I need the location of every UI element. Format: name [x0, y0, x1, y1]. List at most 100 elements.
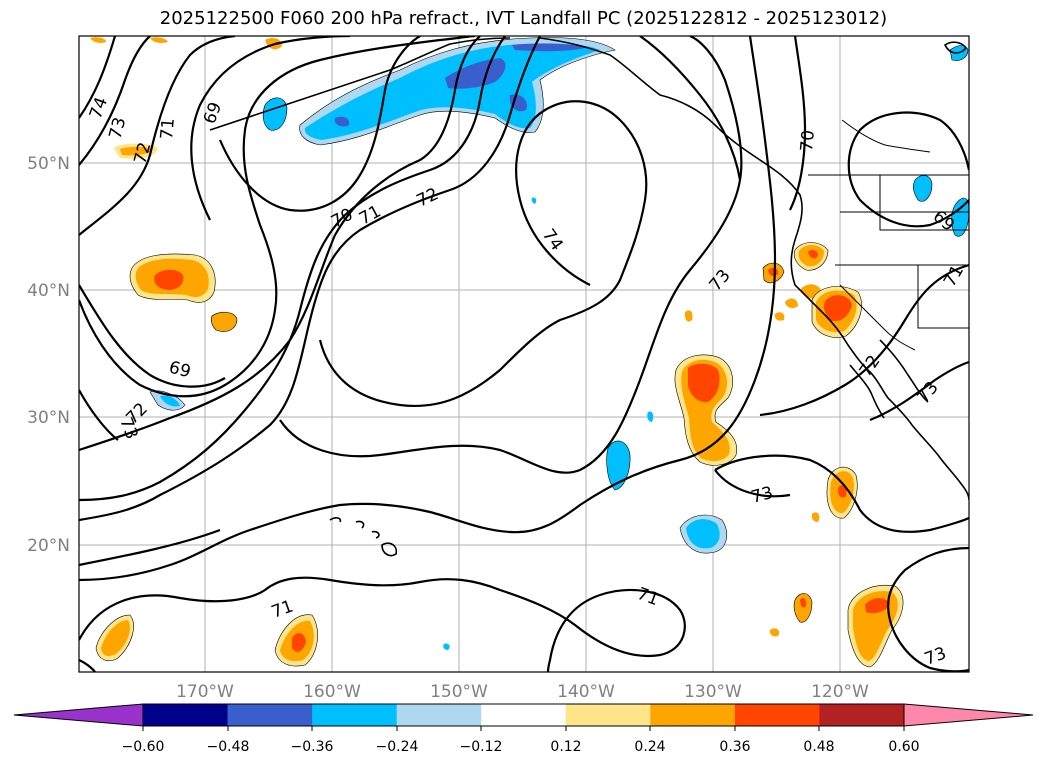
colorbar-tick-label: −0.48: [207, 739, 250, 755]
lat-label: 40°N: [27, 281, 70, 301]
colorbar-swatch: [565, 704, 651, 726]
pos-blob-tl2: [150, 37, 168, 43]
contour-71-west: [79, 36, 476, 398]
contour-nw-1: [79, 36, 117, 119]
colorbar-tick-label: 0.36: [719, 739, 750, 755]
na-west-coast: [539, 37, 969, 501]
neg-core-2: [512, 43, 590, 52]
pos-core-se2: [800, 598, 807, 608]
contour-74-loop: [318, 100, 648, 407]
contour-72-east: [79, 36, 777, 582]
border-alaska-canada: [841, 119, 931, 153]
pos-core-ca6: [823, 295, 852, 322]
pos-dot-central: [684, 310, 693, 322]
contour-72-central: [79, 36, 481, 452]
plot-frame: [78, 35, 970, 673]
lat-label: 20°N: [27, 536, 70, 556]
contour-73-south: [714, 454, 969, 533]
neg-blob-east: [951, 197, 969, 237]
colorbar-swatch: [481, 704, 567, 726]
neg-blob-central: [606, 440, 631, 491]
lat-label: 50°N: [27, 154, 70, 174]
contour-69-ne: [847, 111, 969, 228]
pos-core-central: [688, 363, 720, 403]
contour-label: 71: [157, 117, 179, 140]
pos-blob-sw: [101, 620, 130, 656]
colorbar-swatch: [650, 704, 736, 726]
pos-blob-se2: [793, 593, 813, 623]
border-state-1: [879, 175, 969, 231]
colorbar-tick-label: −0.60: [122, 739, 165, 755]
lon-label: 170°W: [176, 682, 234, 702]
colorbar-tick-label: 0.12: [550, 739, 581, 755]
lat-label: 30°N: [27, 408, 70, 428]
colorbar-tick-label: 0.48: [803, 739, 834, 755]
contour-lines: [79, 36, 969, 672]
contour-71-south: [79, 576, 686, 672]
colorbar-outline-right: [903, 703, 1034, 727]
neg-blob-south: [686, 519, 720, 549]
pos-blob-se: [853, 591, 898, 661]
colorbar-extend-high: [904, 704, 1033, 726]
lon-label: 160°W: [303, 682, 361, 702]
contour-73-central: [79, 36, 506, 502]
pos-core-ca1: [808, 249, 818, 259]
aleutian-chain: [209, 37, 511, 131]
pos-blob-tl1: [90, 37, 106, 43]
contour-74-central: [79, 36, 541, 522]
neg-blob-canada: [913, 175, 933, 202]
colorbar-tick-labels: −0.60 −0.48 −0.36 −0.24 −0.12 0.12 0.24 …: [122, 739, 920, 755]
colorbar-tick-label: −0.12: [460, 739, 503, 755]
neg-blob-west: [160, 395, 180, 407]
latitude-labels: 50°N 40°N 30°N 20°N: [27, 154, 70, 556]
colorbar-swatch: [734, 704, 820, 726]
coastlines: [209, 37, 969, 557]
colorbar-swatch: [396, 704, 482, 726]
pos-core-nw: [120, 146, 152, 156]
colorbar-tick-label: 0.60: [888, 739, 919, 755]
lon-label: 140°W: [557, 682, 615, 702]
gulf-california-coast: [879, 339, 929, 403]
neg-dot-2: [443, 643, 450, 650]
contour-69-b: [218, 36, 421, 212]
lon-label: 120°W: [811, 682, 869, 702]
lon-label: 150°W: [430, 682, 488, 702]
colorbar-swatch: [143, 704, 229, 726]
contour-73-w: [79, 389, 119, 441]
political-borders: [808, 119, 969, 351]
pos-dot-se: [769, 628, 780, 637]
contour-72-ca: [759, 263, 969, 417]
pos-core-se: [865, 598, 890, 614]
colorbar: −0.60 −0.48 −0.36 −0.24 −0.12 0.12 0.24 …: [13, 703, 1034, 755]
longitude-labels: 170°W 160°W 150°W 140°W 130°W 120°W: [176, 682, 869, 702]
colorbar-extend-low: [14, 704, 143, 726]
pos-dot-baja: [811, 512, 820, 522]
contour-loop-outer: [79, 284, 226, 388]
colorbar-swatch: [819, 704, 905, 726]
pos-blob-west2: [210, 311, 238, 332]
contour-71-sw: [79, 528, 221, 567]
pos-blob-ca4: [785, 298, 798, 309]
contour-70-ne: [789, 36, 807, 211]
neg-dot-3: [531, 197, 537, 204]
colorbar-ticks: [142, 726, 905, 731]
contour-label: 70: [797, 129, 819, 152]
map-title: 2025122500 F060 200 hPa refract., IVT La…: [159, 8, 888, 29]
contour-73-arc: [279, 36, 743, 474]
border-ca-nv: [839, 284, 916, 351]
neg-dot-1: [647, 411, 654, 422]
plot-area: [79, 36, 969, 672]
contour-73-ca: [869, 360, 969, 422]
contour-72-ne: [639, 36, 742, 181]
lon-label: 130°W: [684, 682, 742, 702]
contour-69-loop: [190, 36, 351, 221]
colorbar-tick-label: −0.36: [291, 739, 334, 755]
pos-core-s: [292, 633, 306, 652]
colorbar-swatch: [227, 704, 313, 726]
hawaiian-islands: [329, 517, 398, 557]
colorbar-tick-label: 0.24: [634, 739, 665, 755]
colorbar-swatch: [312, 704, 398, 726]
colorbar-swatches: [14, 704, 1033, 726]
contour-71-se: [887, 546, 969, 672]
baja-coast: [849, 364, 885, 419]
